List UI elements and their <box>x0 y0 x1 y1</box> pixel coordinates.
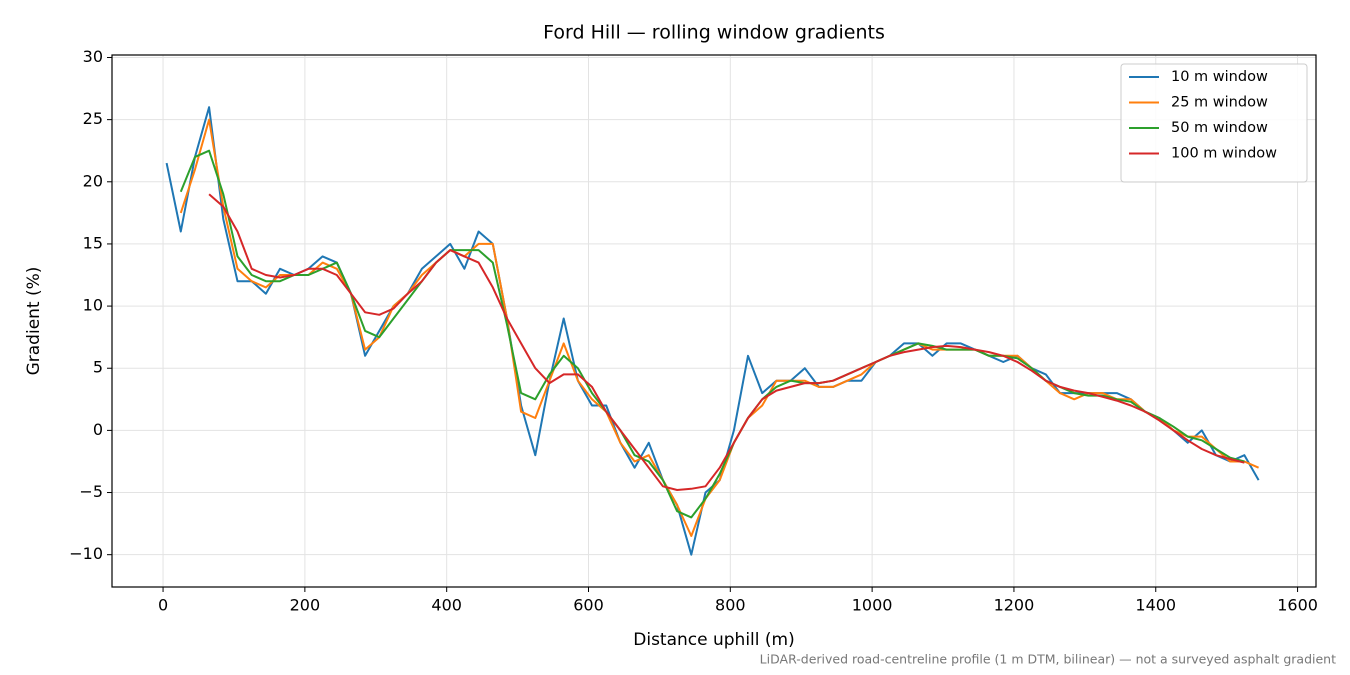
chart-title: Ford Hill — rolling window gradients <box>543 22 885 44</box>
x-tick-label: 1000 <box>852 596 893 615</box>
y-tick-label: −5 <box>79 482 103 501</box>
plot-frame <box>111 54 1317 588</box>
series-line <box>208 193 1245 491</box>
y-tick-label: 15 <box>83 233 103 252</box>
x-tick-label: 1400 <box>1135 596 1176 615</box>
legend-box <box>1120 63 1308 183</box>
y-tick-label: −10 <box>69 544 103 563</box>
x-tick-label: 1600 <box>1277 596 1318 615</box>
x-tick-label: 600 <box>573 596 604 615</box>
y-tick-label: 25 <box>83 109 103 128</box>
y-tick-label: 5 <box>93 358 103 377</box>
legend-label: 10 m window <box>1171 69 1268 85</box>
series-line <box>179 118 1260 537</box>
y-tick-label: 0 <box>93 420 103 439</box>
legend-label: 100 m window <box>1171 146 1277 162</box>
x-tick-label: 0 <box>158 596 168 615</box>
x-tick-label: 1200 <box>994 596 1035 615</box>
footnote: LiDAR-derived road-centreline profile (1… <box>760 652 1336 667</box>
x-axis-label: Distance uphill (m) <box>633 630 794 650</box>
legend-label: 25 m window <box>1171 95 1268 111</box>
y-tick-label: 30 <box>83 47 103 66</box>
x-tick-label: 800 <box>715 596 746 615</box>
y-tick-label: 20 <box>83 171 103 190</box>
legend-label: 50 m window <box>1171 120 1268 136</box>
x-tick-label: 400 <box>431 596 462 615</box>
series-line <box>179 149 1245 519</box>
y-axis-label: Gradient (%) <box>24 267 44 376</box>
x-tick-label: 200 <box>290 596 321 615</box>
y-tick-label: 10 <box>83 296 103 315</box>
